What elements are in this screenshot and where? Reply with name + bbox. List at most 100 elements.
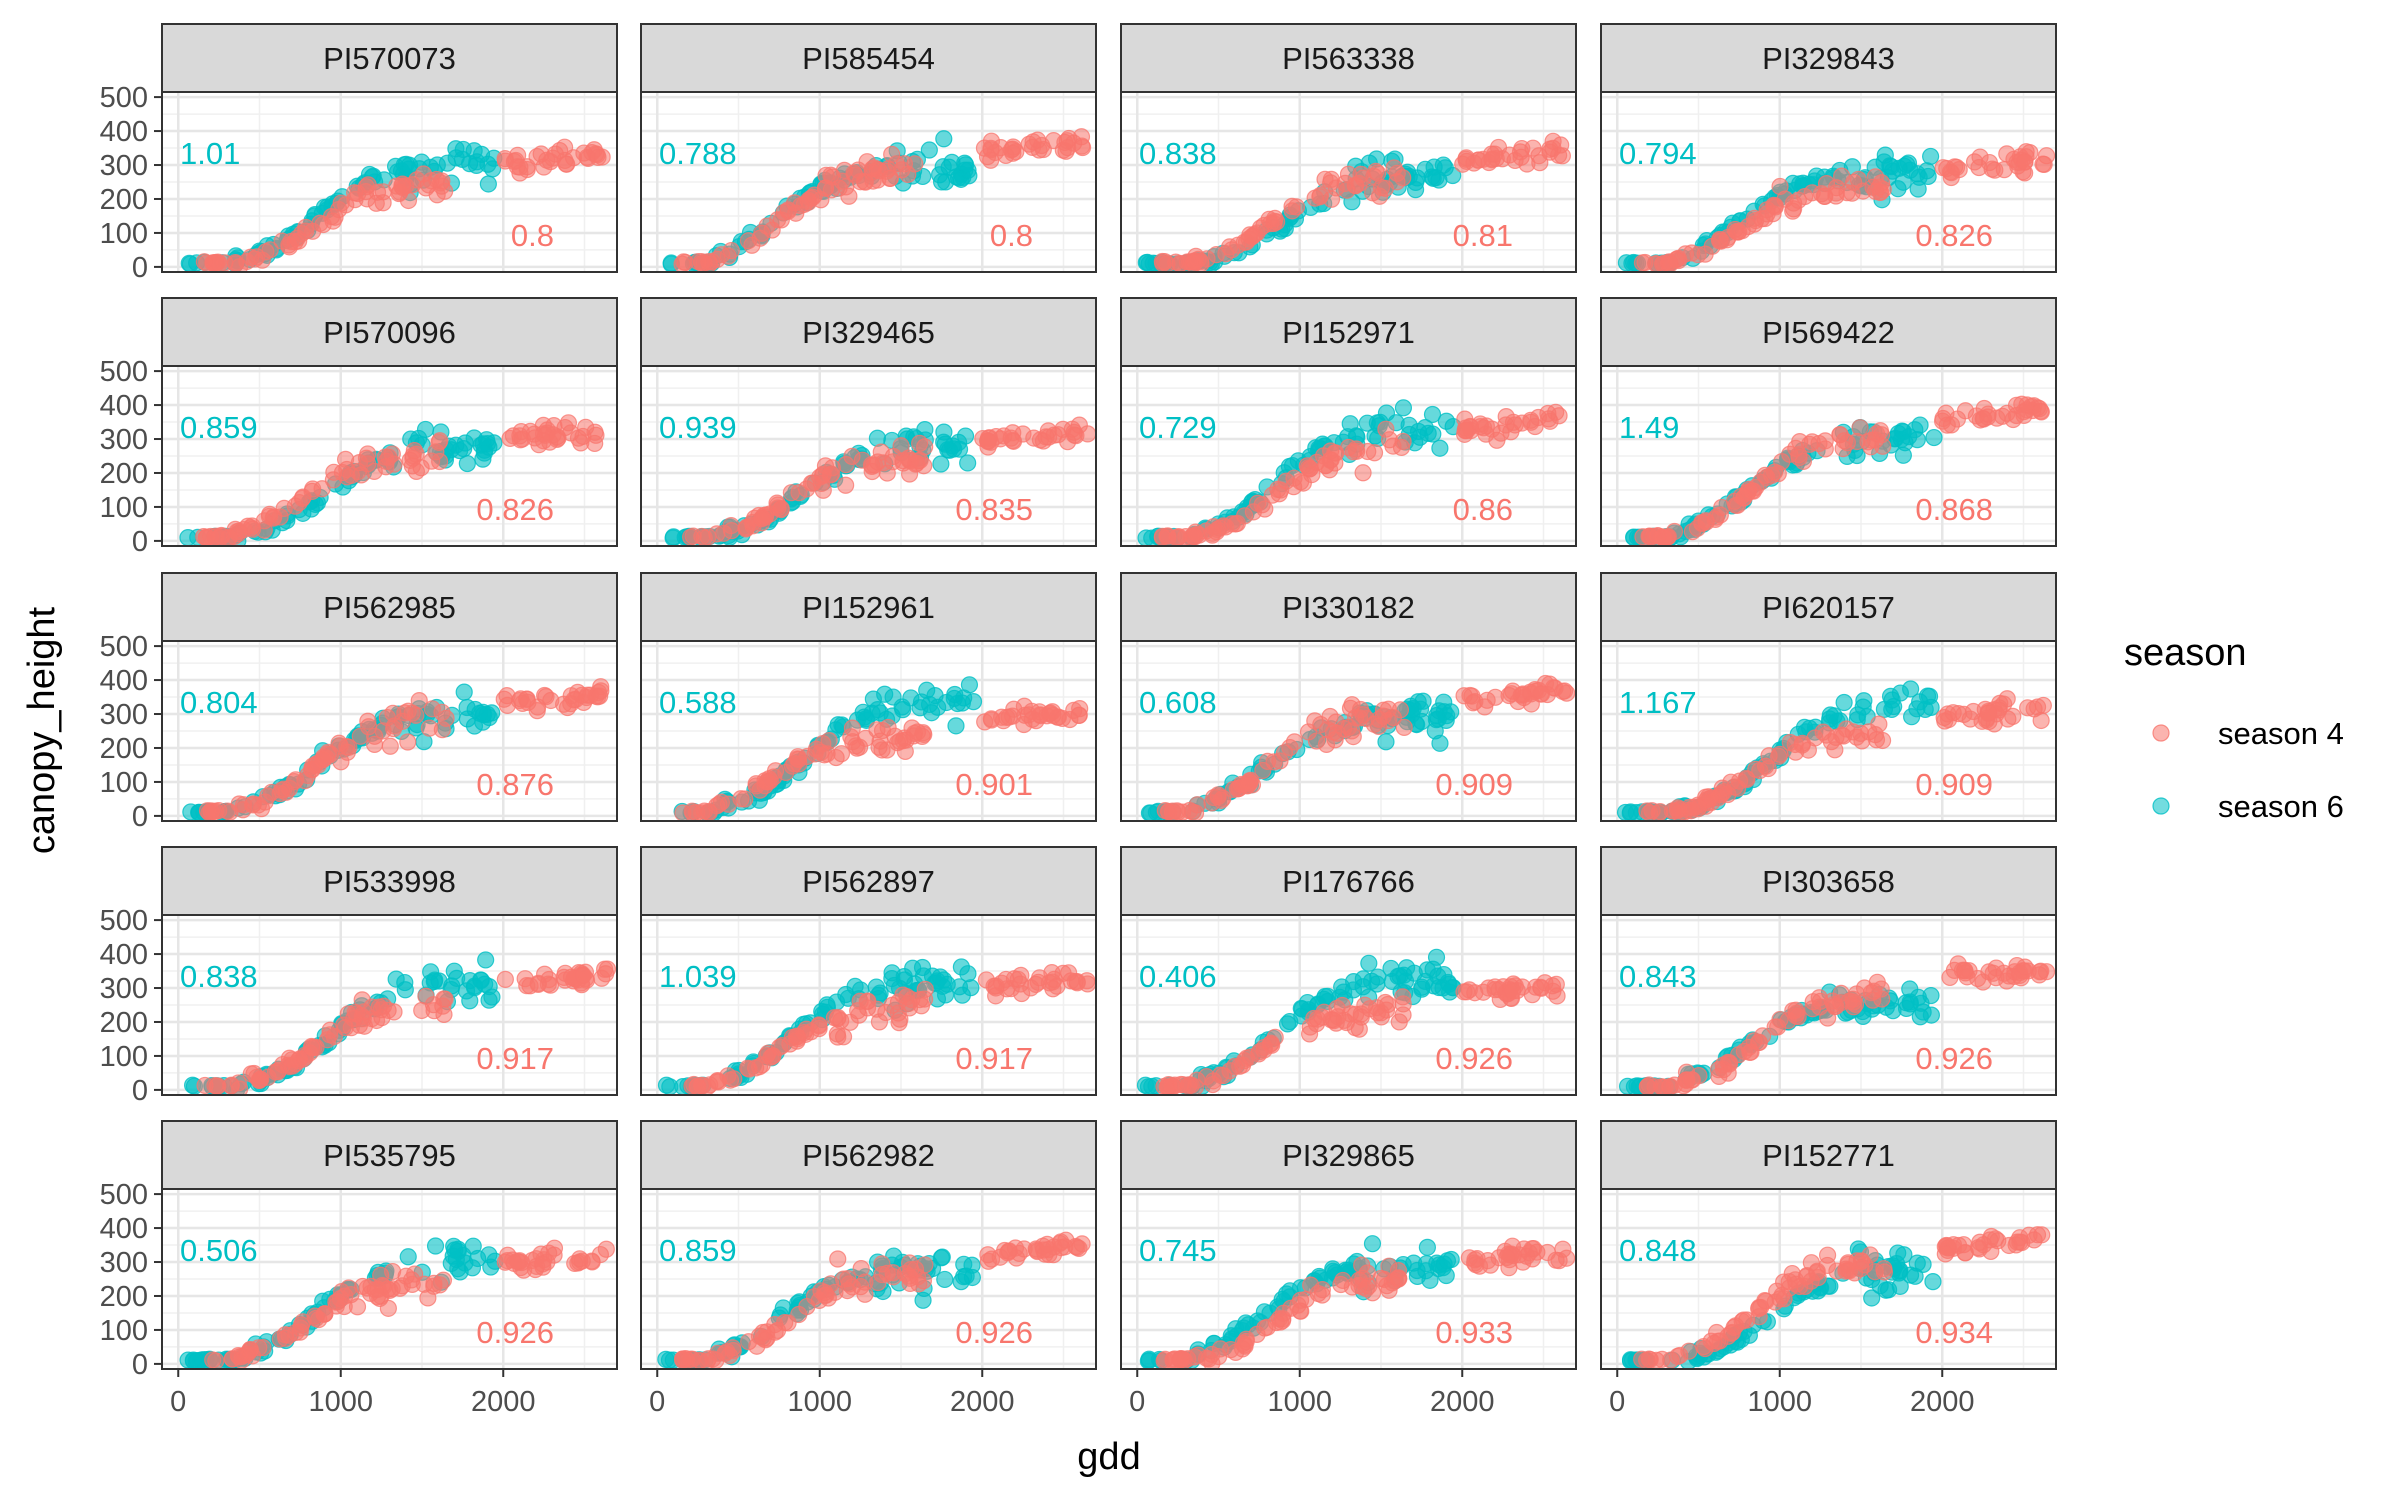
season4-point: [403, 1275, 421, 1293]
season4-point: [235, 520, 253, 539]
season4-point: [507, 151, 525, 170]
season4-point: [384, 1262, 402, 1281]
season4-point: [722, 241, 740, 260]
season4-point: [743, 236, 761, 254]
season6-point: [1922, 147, 1940, 166]
season4-point: [1768, 1282, 1786, 1300]
season4-point: [1372, 1269, 1390, 1288]
season6-point: [920, 141, 938, 159]
season4-point: [292, 1319, 310, 1337]
season4-value-label: 0.835: [955, 492, 1033, 527]
facet-strip: [161, 297, 618, 367]
season4-point: [1936, 712, 1954, 730]
y-tick-label: 200: [100, 1007, 148, 1039]
season4-point: [557, 155, 575, 173]
season4-point: [1466, 692, 1484, 711]
season4-point: [1980, 704, 1998, 722]
season4-point: [1385, 159, 1403, 177]
season6-point: [1354, 978, 1372, 996]
panel-border: [1120, 640, 1577, 822]
season4-point: [393, 177, 411, 195]
season6-value-label: 0.843: [1619, 959, 1697, 994]
season4-point: [359, 176, 377, 194]
season4-point: [1153, 528, 1171, 546]
season6-value-label: 0.788: [659, 136, 737, 171]
season6-value-label: 1.167: [1619, 685, 1697, 720]
season4-point: [902, 1260, 920, 1279]
season6-point: [1902, 680, 1920, 698]
season4-point: [1346, 176, 1364, 194]
season4-value-label: 0.826: [1915, 218, 1993, 253]
season4-point: [1254, 761, 1272, 780]
season4-point: [370, 998, 388, 1016]
season4-point: [895, 155, 914, 173]
y-tick-label: 200: [100, 733, 148, 765]
season4-point: [1299, 723, 1318, 741]
season4-point: [1770, 747, 1788, 765]
season4-point: [843, 447, 861, 465]
season4-point: [698, 1352, 716, 1369]
season4-point: [768, 1321, 787, 1340]
season4-point: [1732, 487, 1751, 505]
season4-point: [1377, 420, 1395, 438]
season4-point: [1645, 527, 1663, 545]
facet-strip: [640, 1120, 1097, 1190]
season6-value-label: 0.859: [180, 410, 258, 445]
x-tick-label: 2000: [1910, 1386, 1975, 1418]
season4-point: [1998, 145, 2016, 163]
season4-point: [881, 169, 899, 187]
season6-value-label: 0.729: [1139, 410, 1217, 445]
season4-point: [1368, 999, 1386, 1017]
season4-point: [1467, 1256, 1485, 1274]
season4-point: [425, 1002, 443, 1020]
season4-point: [1553, 147, 1571, 165]
facet-panel: PI620157 1.167 0.909: [1600, 572, 2057, 822]
points-group: [1618, 955, 2056, 1095]
season6-point: [864, 690, 882, 708]
panel-border: [1600, 365, 2057, 547]
facet-strip: [1600, 572, 2057, 642]
season4-point: [591, 687, 609, 705]
y-tick-label: 300: [100, 424, 148, 456]
season6-point: [1413, 978, 1431, 996]
season4-point: [1266, 209, 1284, 228]
season4-point: [1302, 1276, 1320, 1294]
season4-point: [366, 1281, 384, 1299]
season4-point: [1208, 523, 1226, 541]
season4-value-label: 0.826: [476, 492, 554, 527]
y-tick-label: 0: [132, 252, 148, 284]
facet-label: PI152771: [1762, 1138, 1895, 1173]
season4-point: [719, 1067, 737, 1085]
season6-value-label: 0.848: [1619, 1233, 1697, 1268]
facet-strip: [1120, 1120, 1577, 1190]
facet-panel: PI176766 0.406 0.926: [1120, 846, 1577, 1096]
y-tick-label: 0: [132, 801, 148, 833]
season4-point: [810, 1016, 828, 1034]
season4-point: [210, 255, 228, 272]
facet-strip: [161, 846, 618, 916]
season4-point: [1015, 1240, 1033, 1258]
season4-point: [574, 966, 592, 984]
season4-point: [399, 733, 417, 751]
y-tick-label: 500: [100, 1179, 148, 1211]
x-tick-label: 0: [1609, 1386, 1625, 1418]
season4-point: [303, 1038, 321, 1057]
season6-point: [1922, 986, 1940, 1005]
season4-point: [330, 734, 348, 752]
season4-point: [900, 465, 919, 483]
season4-point: [1851, 419, 1869, 437]
facet-strip: [161, 1120, 618, 1190]
season6-point: [463, 1259, 482, 1277]
season4-point: [1241, 226, 1259, 244]
season4-point: [1384, 437, 1402, 455]
season6-point: [1418, 1238, 1437, 1256]
season6-value-label: 0.859: [659, 1233, 737, 1268]
season4-point: [1184, 527, 1202, 545]
season6-point: [931, 968, 949, 986]
x-tick-label: 2000: [1430, 1386, 1495, 1418]
season4-point: [332, 1283, 351, 1301]
season4-point: [1275, 744, 1294, 762]
season4-point: [330, 200, 348, 219]
season6-point: [1442, 1250, 1460, 1269]
